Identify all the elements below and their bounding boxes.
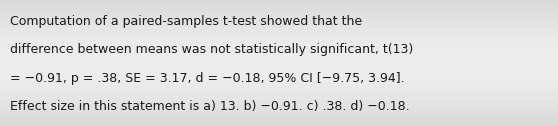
- Text: difference between means was not statistically significant, t(13): difference between means was not statist…: [10, 43, 413, 56]
- Text: Effect size in this statement is a) 13. b) −0.91. c) .38. d) −0.18.: Effect size in this statement is a) 13. …: [10, 100, 410, 113]
- Text: Computation of a paired-samples t-test showed that the: Computation of a paired-samples t-test s…: [10, 15, 362, 28]
- Text: = −0.91, p = .38, SE = 3.17, d = −0.18, 95% CI [−9.75, 3.94].: = −0.91, p = .38, SE = 3.17, d = −0.18, …: [10, 72, 405, 85]
